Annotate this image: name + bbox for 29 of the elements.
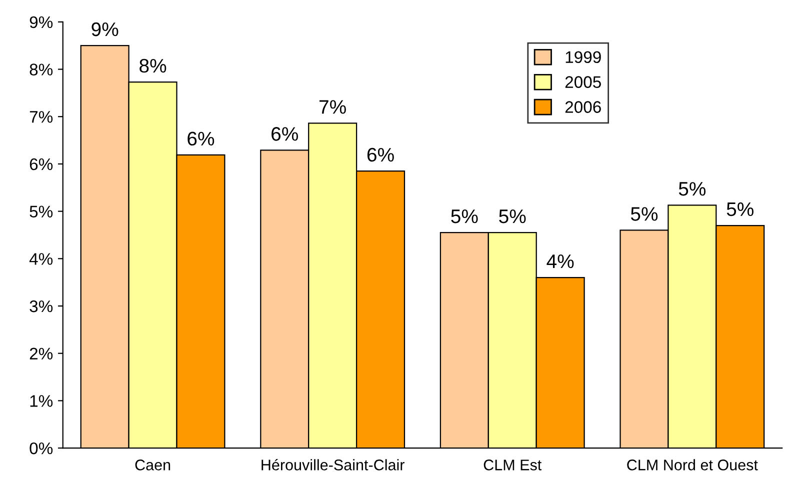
y-tick-label: 8% [30, 64, 53, 76]
data-label: 6% [188, 132, 214, 146]
y-tick-label: 7% [30, 111, 53, 123]
y-tick-label: 1% [30, 395, 53, 407]
data-label: 5% [726, 202, 754, 216]
data-label: 5% [678, 182, 706, 196]
legend-label: 2006 [565, 101, 601, 113]
y-tick-label: 2% [30, 348, 53, 360]
y-tick-label: 3% [30, 300, 53, 312]
data-label: 5% [499, 210, 526, 224]
x-tick-label: Hérouville-Saint-Clair [262, 458, 404, 470]
x-tick-label: CLM Est [484, 460, 542, 470]
y-tick-label: 9% [30, 16, 53, 28]
legend-label: 1999 [566, 51, 601, 64]
data-label: 4% [546, 254, 574, 268]
data-label: 7% [320, 100, 346, 114]
data-label: 6% [272, 127, 298, 141]
y-tick-label: 6% [30, 158, 53, 170]
y-tick-label: 0% [30, 442, 53, 454]
x-tick-label: CLM Nord et Ouest [627, 459, 758, 470]
x-tick-label: Caen [135, 460, 170, 470]
y-tick-label: 5% [30, 206, 53, 218]
data-label: 5% [630, 207, 658, 221]
data-label: 8% [140, 58, 166, 73]
y-tick-label: 4% [29, 253, 53, 265]
data-label: 9% [92, 22, 118, 36]
data-label: 5% [451, 210, 478, 224]
legend-label: 2005 [565, 76, 601, 88]
data-label: 6% [367, 148, 394, 162]
